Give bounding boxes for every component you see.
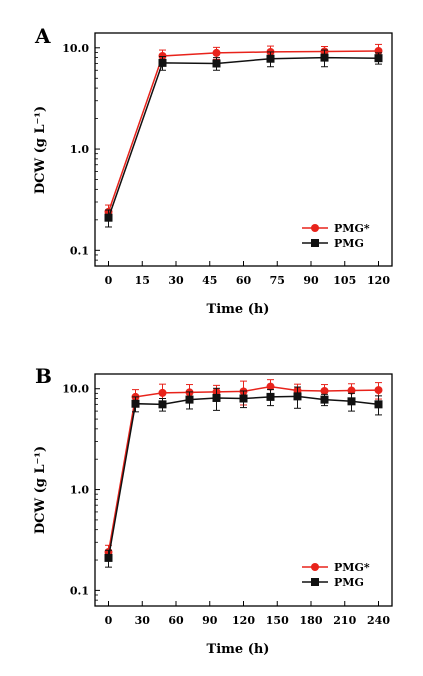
panel-b-label: B [35, 364, 52, 388]
panel-a-y-tick-label: 10.0 [62, 42, 89, 55]
panel-a-y-tick-label: 0.1 [70, 244, 89, 257]
panel-b-x-tick-label: 150 [266, 614, 289, 627]
panel-b-legend-label-pmg-star: PMG* [334, 561, 370, 574]
panel-b-point-pmg-star [347, 386, 356, 395]
panel-b-line-pmg-star [107, 385, 379, 553]
panel-b-legend-entry-pmg: PMG [302, 576, 364, 589]
panel-b-series [104, 379, 383, 568]
panel-b-point-pmg [158, 400, 167, 409]
chart-panel-b: B 0 30 60 90 120 150 180 210 240 0.1 1.0 10.0 Time … [33, 364, 393, 657]
panel-a-line-pmg [107, 56, 379, 218]
panel-b-x-tick-label: 30 [135, 614, 151, 627]
panel-a-point-pmg [212, 59, 221, 68]
panel-b-point-pmg [266, 392, 275, 401]
panel-b-x-axis-title: Time (h) [207, 642, 270, 657]
panel-b-point-pmg [239, 394, 248, 403]
panel-a-series [104, 43, 383, 228]
panel-b-point-pmg [347, 397, 356, 406]
panel-b-x-tick-label: 210 [333, 614, 356, 627]
panel-a-x-tick-label: 105 [333, 274, 356, 287]
panel-a-x-tick-label: 90 [303, 274, 319, 287]
panel-b-y-tick-label: 10.0 [62, 383, 89, 396]
panel-a-x-tick-label: 120 [367, 274, 390, 287]
panel-b-y-tick-label: 1.0 [70, 484, 89, 497]
panel-a-y-tick-label: 1.0 [70, 143, 89, 156]
panel-b-x-tick-label: 120 [232, 614, 255, 627]
legend-marker-circle [311, 563, 319, 571]
panel-b-point-pmg [374, 400, 383, 409]
panel-a-point-pmg [320, 53, 329, 62]
panel-a-point-pmg [104, 213, 113, 222]
panel-b-line-pmg [107, 395, 379, 559]
panel-b-point-pmg-star [374, 386, 383, 395]
legend-marker-square [311, 239, 319, 247]
panel-a-point-pmg [374, 54, 383, 63]
panel-b-point-pmg-star [320, 386, 329, 395]
panel-a-line-pmg-star [107, 50, 379, 213]
panel-b-point-pmg [185, 395, 194, 404]
panel-a-point-pmg-star [158, 51, 167, 60]
panel-b-legend-entry-pmg-star: PMG* [302, 561, 370, 574]
panel-a-x-tick-label: 30 [168, 274, 184, 287]
panel-b-point-pmg-star [266, 382, 275, 391]
panel-a-x-tick-label: 60 [236, 274, 252, 287]
panel-a-x-axis-title: Time (h) [207, 302, 270, 317]
panel-a-x-tick-label: 0 [105, 274, 113, 287]
legend-marker-square [311, 578, 319, 586]
panel-a-x-tick-label: 15 [135, 274, 150, 287]
panel-a-x-tick-label: 45 [202, 274, 217, 287]
panel-a-label: A [34, 24, 51, 48]
panel-b-x-tick-label: 0 [105, 614, 113, 627]
panel-a-ticks: 0 15 30 45 60 75 90 105 120 0.1 1.0 10.0 [62, 42, 390, 287]
legend-marker-circle [311, 224, 319, 232]
panel-a-point-pmg [266, 54, 275, 63]
panel-b-point-pmg [104, 553, 113, 562]
panel-b-legend: PMG* PMG [302, 561, 370, 589]
panel-a-legend: PMG* PMG [302, 222, 370, 250]
panel-b-x-tick-label: 90 [202, 614, 218, 627]
panel-a-y-axis-title: DCW (g L⁻¹) [33, 106, 48, 194]
panel-b-point-pmg [320, 395, 329, 404]
panel-b-legend-label-pmg: PMG [334, 576, 364, 589]
panel-b-point-pmg-star [158, 388, 167, 397]
panel-b-point-pmg [212, 393, 221, 402]
panel-a-legend-entry-pmg: PMG [302, 237, 364, 250]
panel-a-point-pmg [158, 58, 167, 67]
panel-a-point-pmg-star [212, 48, 221, 57]
panel-a-legend-entry-pmg-star: PMG* [302, 222, 370, 235]
panel-a-x-tick-label: 75 [270, 274, 285, 287]
panel-a-legend-label-pmg: PMG [334, 237, 364, 250]
panel-b-y-tick-label: 0.1 [70, 584, 89, 597]
panel-b-x-tick-label: 240 [367, 614, 390, 627]
panel-b-point-pmg [293, 392, 302, 401]
panel-b-ticks: 0 30 60 90 120 150 180 210 240 0.1 1.0 10.0 [62, 383, 390, 627]
chart-panel-a: A 0 15 30 45 60 75 90 105 120 0.1 1.0 10.0 Time (h)… [33, 24, 393, 317]
panel-a-legend-label-pmg-star: PMG* [334, 222, 370, 235]
panel-b-point-pmg [131, 399, 140, 408]
panel-b-x-tick-label: 60 [168, 614, 184, 627]
panel-b-x-tick-label: 180 [300, 614, 323, 627]
panel-b-y-axis-title: DCW (g L⁻¹) [33, 446, 48, 534]
